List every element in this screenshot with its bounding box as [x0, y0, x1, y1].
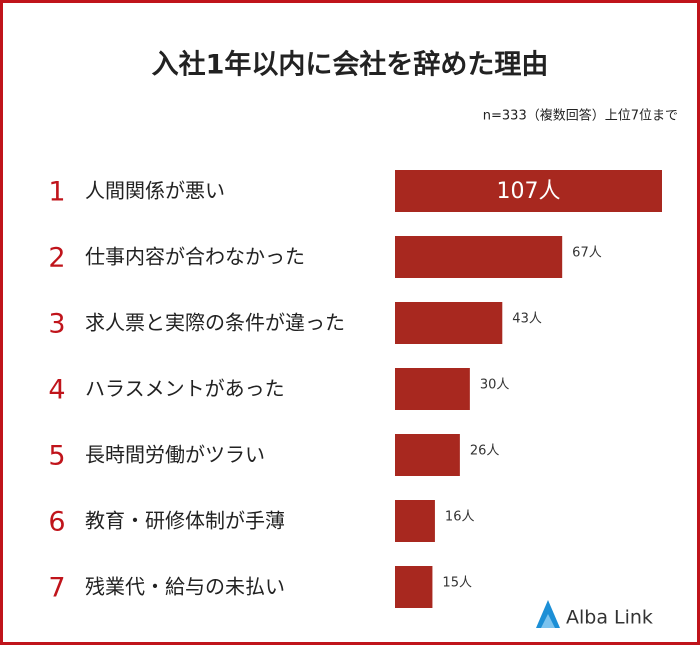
category-label: 長時間労働がツラい: [85, 443, 265, 467]
category-label: 人間関係が悪い: [85, 179, 225, 203]
bar: [395, 434, 460, 476]
chart-subtitle: n=333（複数回答）上位7位まで: [483, 108, 678, 124]
value-label: 30人: [480, 378, 510, 393]
rank: 6: [48, 507, 65, 538]
category-label: 教育・研修体制が手薄: [85, 509, 285, 533]
bar: [395, 368, 470, 410]
value-label: 26人: [470, 444, 500, 459]
rank: 1: [48, 177, 65, 208]
category-label: 残業代・給与の未払い: [85, 575, 285, 599]
chart-title: 入社1年以内に会社を辞めた理由: [152, 49, 549, 81]
value-label: 43人: [512, 312, 542, 327]
rank: 5: [48, 441, 65, 472]
rank: 4: [48, 375, 65, 406]
logo-text: Alba Link: [566, 607, 653, 629]
category-label: 求人票と実際の条件が違った: [85, 311, 345, 335]
logo-icon-inner: [541, 614, 555, 628]
bar: [395, 302, 503, 344]
logo: Alba Link: [536, 600, 653, 629]
value-label: 107人: [497, 179, 561, 204]
value-label: 15人: [442, 576, 472, 591]
rank: 7: [48, 573, 65, 604]
bar: [395, 500, 435, 542]
category-label: 仕事内容が合わなかった: [85, 245, 305, 269]
bar: [395, 170, 662, 212]
bar: [395, 566, 433, 608]
bar: [395, 236, 563, 278]
value-label: 67人: [572, 246, 602, 261]
value-label: 16人: [445, 510, 475, 525]
category-label: ハラスメントがあった: [85, 377, 285, 401]
rank: 2: [48, 243, 65, 274]
rank: 3: [48, 309, 65, 340]
